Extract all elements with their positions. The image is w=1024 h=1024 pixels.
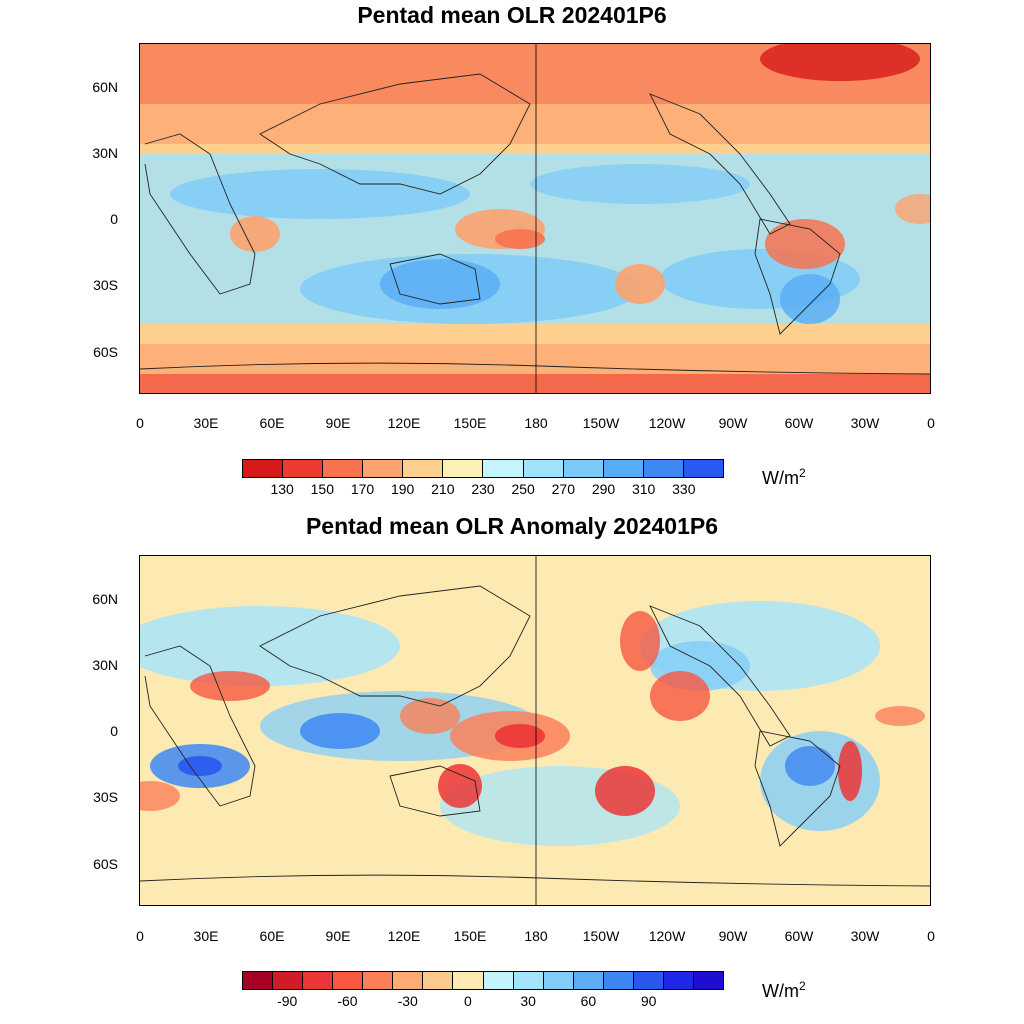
x-label: 120E — [387, 928, 421, 944]
olr-units: W/m2 — [762, 466, 806, 488]
olr-colorbar — [242, 459, 724, 478]
x-label: 60E — [259, 928, 285, 944]
colorbar-label: 130 — [270, 481, 294, 497]
colorbar-swatch — [512, 972, 543, 989]
colorbar-label: 150 — [310, 481, 335, 497]
x-label: 120W — [648, 415, 686, 431]
x-label: 150W — [582, 928, 620, 944]
colorbar-label: 290 — [591, 481, 616, 497]
y-label-eq: 0 — [110, 723, 118, 739]
map-title-olr: Pentad mean OLR 202401P6 — [357, 2, 667, 28]
colorbar-swatch — [272, 972, 303, 989]
x-label: 150E — [453, 928, 487, 944]
x-label: 180 — [524, 928, 548, 944]
x-label: 30E — [193, 415, 219, 431]
colorbar-swatch — [482, 972, 513, 989]
colorbar-swatch — [522, 460, 563, 477]
colorbar-swatch — [402, 460, 443, 477]
anomaly-units: W/m2 — [762, 979, 806, 1001]
x-label: 0 — [927, 928, 935, 944]
colorbar-swatch — [362, 972, 393, 989]
x-label: 90E — [325, 415, 351, 431]
colorbar-label: -30 — [397, 993, 418, 1009]
colorbar-swatch — [392, 972, 423, 989]
colorbar-swatch — [302, 972, 333, 989]
colorbar-label: 270 — [551, 481, 576, 497]
x-label: 60W — [784, 928, 814, 944]
colorbar-label: 230 — [471, 481, 495, 497]
colorbar-label: 170 — [350, 481, 375, 497]
colorbar-label: 250 — [511, 481, 535, 497]
olr-anomaly-map — [139, 555, 931, 906]
y-label-60s: 60S — [93, 856, 118, 872]
colorbar-swatch — [442, 460, 483, 477]
x-label: 30E — [193, 928, 219, 944]
colorbar-swatch — [632, 972, 663, 989]
colorbar-label: 30 — [520, 993, 536, 1009]
colorbar-swatch — [322, 460, 363, 477]
x-label: 60W — [784, 415, 814, 431]
colorbar-label: 90 — [640, 993, 657, 1009]
x-label: 0 — [136, 928, 144, 944]
colorbar-swatch — [422, 972, 453, 989]
colorbar-swatch — [452, 972, 483, 989]
colorbar-swatch — [282, 460, 323, 477]
map-title-olr-anomaly: Pentad mean OLR Anomaly 202401P6 — [305, 513, 719, 539]
colorbar-label: -90 — [277, 993, 298, 1009]
colorbar-label: 0 — [464, 993, 472, 1009]
colorbar-swatch — [542, 972, 573, 989]
colorbar-swatch — [332, 972, 363, 989]
colorbar-swatch — [482, 460, 523, 477]
y-label-30s: 30S — [93, 789, 118, 805]
colorbar-swatch — [562, 460, 603, 477]
olr-map — [139, 43, 931, 394]
x-label: 30W — [850, 928, 880, 944]
colorbar-swatch — [362, 460, 403, 477]
colorbar-swatch — [602, 460, 643, 477]
colorbar-label: 330 — [672, 481, 696, 497]
x-label: 90W — [718, 415, 748, 431]
x-label: 120W — [648, 928, 686, 944]
colorbar-swatch — [602, 972, 633, 989]
colorbar-label: 310 — [631, 481, 656, 497]
y-label-60n: 60N — [92, 591, 118, 607]
x-label: 90E — [325, 928, 351, 944]
y-label-30n: 30N — [92, 657, 118, 673]
y-label-30n: 30N — [92, 145, 118, 161]
x-label: 150E — [453, 415, 487, 431]
colorbar-swatch — [662, 972, 693, 989]
y-label-30s: 30S — [93, 277, 118, 293]
colorbar-swatch — [682, 460, 723, 477]
x-label: 0 — [136, 415, 144, 431]
x-label: 90W — [718, 928, 748, 944]
y-label-eq: 0 — [110, 211, 118, 227]
colorbar-swatch — [243, 460, 283, 477]
colorbar-label: 190 — [390, 481, 415, 497]
colorbar-swatch — [572, 972, 603, 989]
x-label: 30W — [850, 415, 880, 431]
x-label: 0 — [927, 415, 935, 431]
colorbar-swatch — [642, 460, 683, 477]
y-label-60s: 60S — [93, 344, 118, 360]
x-label: 60E — [259, 415, 285, 431]
y-label-60n: 60N — [92, 79, 118, 95]
x-label: 150W — [582, 415, 620, 431]
colorbar-swatch — [692, 972, 723, 989]
colorbar-swatch — [243, 972, 273, 989]
anomaly-colorbar — [242, 971, 724, 990]
x-label: 120E — [387, 415, 421, 431]
colorbar-label: 60 — [580, 993, 597, 1009]
x-label: 180 — [524, 415, 548, 431]
colorbar-label: 210 — [431, 481, 455, 497]
colorbar-label: -60 — [337, 993, 358, 1009]
